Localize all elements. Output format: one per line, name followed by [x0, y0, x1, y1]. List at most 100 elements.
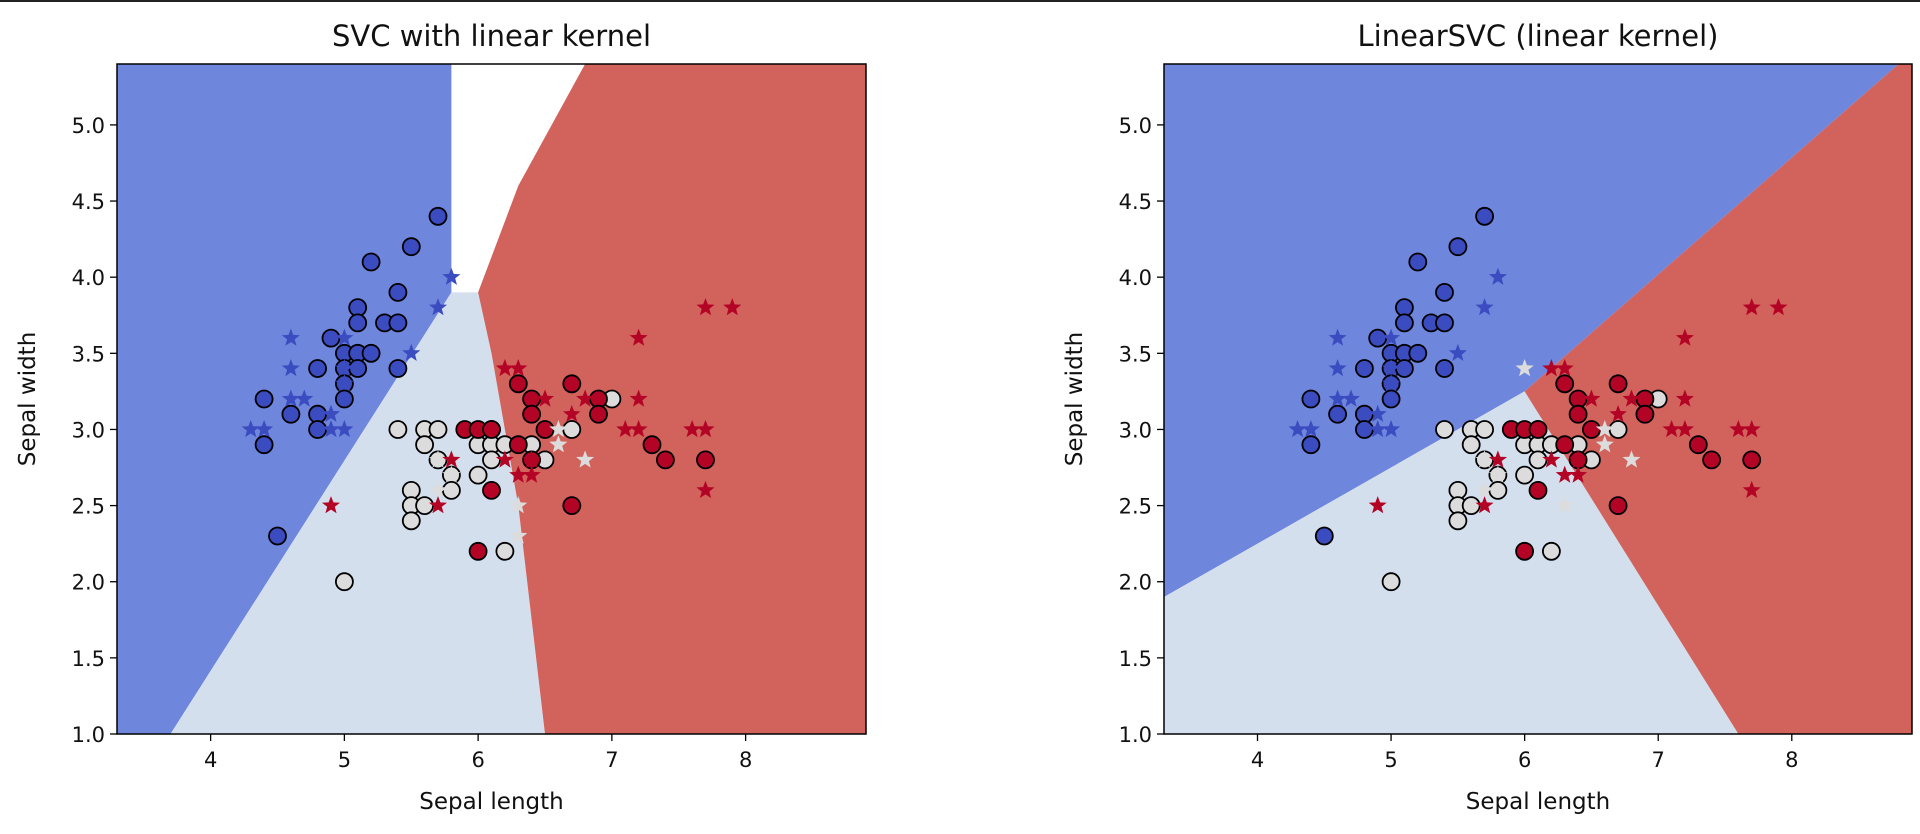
- train-point: [1461, 435, 1481, 455]
- train-point: [1528, 480, 1548, 500]
- y-tick-label: 4.0: [72, 266, 105, 290]
- test-point: [335, 328, 354, 346]
- decision-region-class-1: [1164, 391, 1739, 734]
- test-point: [1542, 359, 1561, 377]
- test-point: [1729, 420, 1748, 438]
- train-point: [535, 420, 555, 439]
- test-point: [335, 420, 354, 438]
- test-point: [1662, 420, 1681, 438]
- y-tick-label: 5.0: [1119, 114, 1152, 138]
- train-point: [441, 480, 461, 500]
- test-point: [1475, 496, 1494, 514]
- x-tick-label: 4: [1251, 748, 1264, 772]
- test-point: [1569, 465, 1588, 483]
- test-point: [1595, 435, 1614, 453]
- train-point: [254, 389, 274, 409]
- test-point: [1475, 450, 1494, 468]
- train-point: [1435, 359, 1454, 378]
- test-point: [629, 328, 648, 346]
- y-tick-label: 4.5: [1119, 190, 1152, 214]
- y-tick-label: 4.5: [72, 190, 105, 214]
- test-point: [629, 420, 648, 438]
- y-tick-label: 3.0: [72, 418, 105, 442]
- train-point: [348, 359, 368, 378]
- x-tick-label: 8: [1785, 748, 1798, 772]
- train-point: [388, 420, 408, 439]
- train-point: [1381, 572, 1401, 592]
- test-point: [1328, 359, 1347, 377]
- test-point: [1582, 389, 1601, 407]
- decision-region-class-0: [117, 64, 452, 734]
- test-point: [281, 389, 300, 407]
- decision-region-class-1: [170, 292, 545, 734]
- y-axis-label: Sepal width: [15, 332, 41, 467]
- train-point: [1301, 435, 1321, 455]
- test-point: [629, 389, 648, 407]
- test-point: [509, 496, 528, 514]
- decision-region-class-2: [1524, 64, 1912, 734]
- y-tick-label: 3.5: [72, 342, 105, 366]
- y-tick-label: 4.0: [1119, 266, 1152, 290]
- test-point: [335, 359, 354, 377]
- test-point: [1622, 450, 1641, 468]
- train-point: [1635, 404, 1655, 424]
- train-point: [1395, 313, 1414, 333]
- test-point: [723, 298, 742, 316]
- test-point: [495, 450, 514, 468]
- train-point: [1435, 420, 1454, 439]
- test-point: [549, 435, 568, 453]
- plot-area: [117, 64, 866, 734]
- train-point: [508, 374, 528, 394]
- train-point: [388, 282, 408, 302]
- train-point: [1528, 450, 1548, 470]
- y-tick-label: 2.5: [1119, 495, 1152, 519]
- train-point: [308, 359, 328, 378]
- test-point: [576, 450, 595, 468]
- train-point: [388, 359, 408, 378]
- train-point: [696, 450, 715, 470]
- test-point: [1675, 328, 1694, 346]
- test-point: [1675, 389, 1694, 407]
- test-point: [696, 480, 715, 498]
- train-point: [1328, 404, 1347, 424]
- test-point: [442, 267, 461, 285]
- test-point: [1382, 374, 1401, 392]
- chart-title: SVC with linear kernel: [332, 19, 651, 53]
- x-axis-label: Sepal length: [1466, 789, 1610, 815]
- y-tick-label: 5.0: [72, 114, 105, 138]
- train-point: [415, 435, 435, 455]
- x-tick-label: 8: [739, 748, 752, 772]
- test-point: [1382, 328, 1401, 346]
- test-point: [322, 404, 340, 422]
- train-point: [1408, 343, 1428, 363]
- train-point: [1435, 282, 1454, 302]
- test-point: [1342, 389, 1360, 407]
- test-point: [295, 389, 314, 407]
- test-point: [442, 465, 461, 483]
- train-point: [1608, 374, 1628, 394]
- test-point: [683, 420, 702, 438]
- test-point: [1742, 298, 1761, 316]
- test-point: [1475, 298, 1494, 316]
- train-point: [1381, 389, 1401, 409]
- train-point: [1448, 237, 1468, 257]
- train-point: [482, 450, 501, 470]
- train-point: [1515, 465, 1534, 485]
- y-tick-label: 1.5: [1119, 647, 1152, 671]
- plot-frame: [1163, 63, 1913, 735]
- train-point: [1435, 313, 1454, 333]
- train-point: [1742, 450, 1762, 470]
- train-point: [1314, 526, 1334, 546]
- test-point: [1569, 450, 1588, 468]
- train-point: [428, 420, 448, 439]
- test-point: [442, 450, 461, 468]
- train-point: [361, 252, 381, 272]
- train-point: [321, 328, 341, 348]
- test-point: [1382, 420, 1401, 438]
- train-point: [334, 389, 354, 409]
- test-point: [522, 450, 541, 468]
- train-point: [348, 313, 368, 333]
- test-point: [1742, 420, 1761, 438]
- train-point: [562, 374, 582, 394]
